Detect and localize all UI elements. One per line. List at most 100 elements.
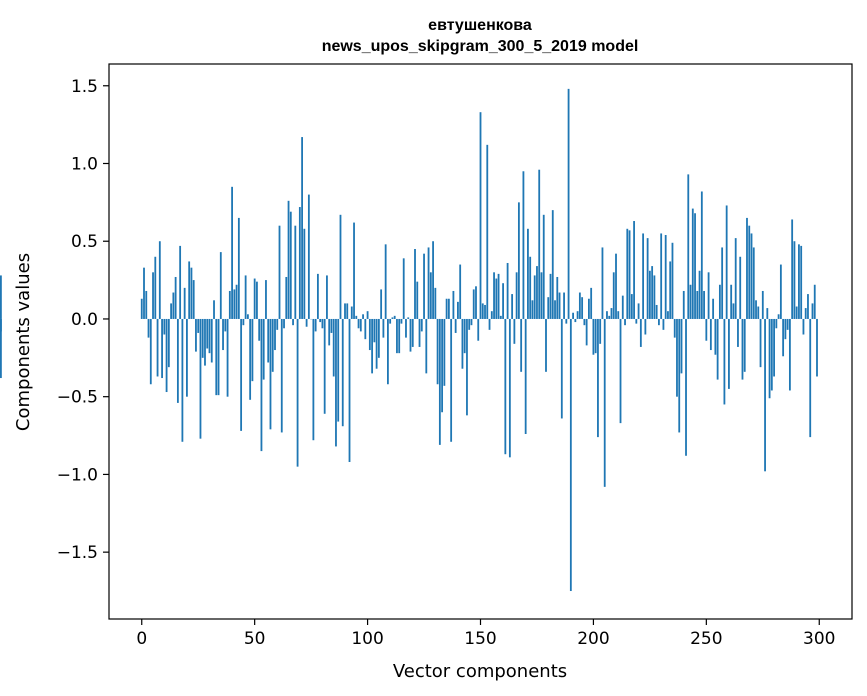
bar [743,318,746,372]
bar [445,298,448,319]
bar [612,272,615,319]
bar [784,318,787,340]
bar [346,303,349,319]
bar [434,287,437,319]
bar [816,318,818,377]
bar [161,318,163,379]
bar [531,300,534,319]
bar [432,241,434,319]
bar [147,318,150,338]
bar [163,318,166,335]
bar [755,300,757,319]
bar [307,194,310,319]
bar [249,318,252,400]
bar [454,318,457,333]
bar [581,297,584,319]
bar [156,318,159,377]
bar [271,318,274,372]
bar [694,213,696,319]
bar [709,318,712,351]
bar [714,318,717,355]
bar [457,301,459,319]
bar [748,225,751,319]
bar [427,247,430,319]
bar [682,290,685,319]
bar [316,273,319,319]
bar [725,205,728,319]
bar [642,233,645,319]
bar [201,318,204,358]
bar [488,318,491,330]
bar [804,308,807,319]
bar [558,292,561,319]
bar [533,275,536,319]
bar [811,303,814,319]
bar [770,318,773,391]
bar [165,318,168,393]
bar [691,208,694,319]
bar [296,318,299,467]
bar [716,318,719,380]
x-axis-label: Vector components [393,661,567,682]
bar [723,318,726,405]
bar [536,266,538,319]
x-tick-label: 300 [803,629,835,649]
bar [240,318,243,431]
bar [375,318,378,369]
bar [696,290,699,319]
bar [788,318,791,391]
bar [339,214,342,319]
bar [267,318,270,363]
bar [737,318,739,347]
bar [265,280,267,319]
bar [170,303,173,319]
bar [283,318,285,329]
x-axis-ticks: 0 50 100 150 200 250 300 [136,619,835,649]
bar [669,261,672,319]
bar [326,275,328,319]
bar [624,318,626,326]
bar [319,318,322,323]
bar [549,273,552,319]
bar [176,318,179,403]
bar [436,318,439,385]
bar [468,318,471,330]
bar [210,318,213,363]
bar [450,318,453,442]
bar [662,318,665,330]
bar [617,311,620,319]
bar [479,112,482,319]
bar [635,318,638,324]
bar [527,228,529,319]
bar [418,318,421,347]
bar [560,318,563,419]
bar [199,318,202,439]
bar [298,207,301,319]
bar [260,318,263,452]
bar [438,318,441,445]
bar [0,318,2,379]
bar [734,238,737,319]
bar [167,318,170,368]
bar [524,318,527,434]
bar [746,217,748,319]
bar [276,318,279,330]
bar [626,228,629,319]
bar [798,244,800,319]
bar [606,311,608,319]
bar [364,318,367,340]
bar [411,318,414,347]
bar [486,144,489,319]
bar [795,306,798,319]
bar [800,245,803,319]
y-tick-label: −1.5 [57,543,98,563]
bar [592,318,595,355]
bar [204,318,206,366]
bar [768,318,771,399]
bar [493,272,495,319]
bar [764,318,766,472]
bar [314,318,317,332]
bar [190,267,193,319]
bar [594,318,597,354]
bar [651,266,654,319]
